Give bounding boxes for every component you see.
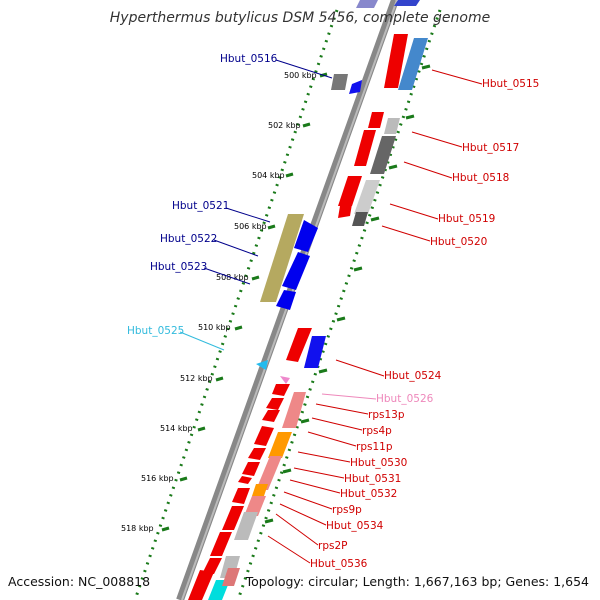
gene-hbut-0531-a[interactable] xyxy=(248,448,266,460)
topology-text: Topology: circular; Length: 1,667,163 bp… xyxy=(245,574,589,589)
gene-label[interactable]: Hbut_0525 xyxy=(127,325,184,337)
gene-hbut-0530-a[interactable] xyxy=(254,426,274,446)
gene-rps9p[interactable] xyxy=(232,488,250,504)
tick-label: 514 kbp xyxy=(160,424,193,433)
gene-rps11p-b[interactable] xyxy=(262,410,280,422)
gene-label[interactable]: Hbut_0515 xyxy=(482,78,539,90)
tick-label: 512 kbp xyxy=(180,374,213,383)
gene-hbut-0525[interactable] xyxy=(256,360,268,370)
gene-hbut-0532-a[interactable] xyxy=(242,462,260,476)
gene-label[interactable]: Hbut_0518 xyxy=(452,172,509,184)
gene-hbut-0521[interactable] xyxy=(294,220,318,252)
gene-label[interactable]: Hbut_0519 xyxy=(438,213,495,225)
tick-label: 506 kbp xyxy=(234,222,267,231)
tick-label: 504 kbp xyxy=(252,171,285,180)
gene-top-partial-reverse xyxy=(356,0,378,8)
gene-rps4p[interactable] xyxy=(282,392,306,428)
gene-label[interactable]: Hbut_0526 xyxy=(376,393,434,405)
gene-hbut-0517-a[interactable] xyxy=(368,112,384,128)
gene-rps2p[interactable] xyxy=(210,532,232,556)
gene-hbut-0531-b[interactable] xyxy=(256,456,282,490)
gene-hbut-0524-b[interactable] xyxy=(304,336,326,368)
gene-hbut-0519-a[interactable] xyxy=(338,176,362,206)
gene-label[interactable]: Hbut_0517 xyxy=(462,142,519,154)
gene-bottom-partial-pink xyxy=(222,568,240,586)
gene-hbut-0516-a[interactable] xyxy=(331,74,348,90)
tick-label: 500 kbp xyxy=(284,71,317,80)
gene-hbut-0515-b[interactable] xyxy=(398,38,428,90)
gene-hbut-0526[interactable] xyxy=(280,376,290,384)
gene-label[interactable]: Hbut_0536 xyxy=(310,558,368,570)
gene-label[interactable]: rps4p xyxy=(362,425,392,437)
gene-rps2p-b[interactable] xyxy=(234,512,258,540)
gene-hbut-0518-b[interactable] xyxy=(370,136,396,174)
gene-hbut-0517-b[interactable] xyxy=(384,118,400,134)
gene-label[interactable]: Hbut_0522 xyxy=(160,233,217,245)
tick-label: 516 kbp xyxy=(141,474,174,483)
gene-hbut-0536-a[interactable] xyxy=(202,558,222,574)
gene-label[interactable]: Hbut_0523 xyxy=(150,261,207,273)
tick-label: 502 kbp xyxy=(268,121,301,130)
accession-text: Accession: NC_008818 xyxy=(8,574,150,589)
gene-hbut-0522[interactable] xyxy=(282,252,310,290)
gene-hbut-0521-olive[interactable] xyxy=(260,214,304,302)
gene-label[interactable]: Hbut_0530 xyxy=(350,457,407,469)
gene-hbut-0534-b[interactable] xyxy=(244,496,266,516)
gene-hbut-0523[interactable] xyxy=(276,290,296,310)
gene-hbut-0519-b[interactable] xyxy=(354,180,380,214)
gene-hbut-0532-b[interactable] xyxy=(238,476,252,484)
gene-label[interactable]: Hbut_0532 xyxy=(340,488,397,500)
gene-hbut-0518-a[interactable] xyxy=(354,130,376,166)
gene-label[interactable]: Hbut_0534 xyxy=(326,520,384,532)
gene-label[interactable]: Hbut_0521 xyxy=(172,200,229,212)
gene-label[interactable]: rps13p xyxy=(368,409,405,421)
gene-label[interactable]: rps11p xyxy=(356,441,393,453)
gene-label[interactable]: Hbut_0520 xyxy=(430,236,487,248)
gene-rps13p[interactable] xyxy=(272,384,290,396)
map-title: Hyperthermus butylicus DSM 5456, complet… xyxy=(110,10,490,26)
tick-label: 510 kbp xyxy=(198,323,231,332)
gene-label[interactable]: rps9p xyxy=(332,504,362,516)
gene-label[interactable]: rps2P xyxy=(318,540,347,552)
gene-label[interactable]: Hbut_0531 xyxy=(344,473,401,485)
gene-bottom-partial-red xyxy=(188,570,214,600)
gene-hbut-0524-a[interactable] xyxy=(286,328,312,362)
gene-rps9p-orange[interactable] xyxy=(252,484,268,496)
gene-hbut-0515-a[interactable] xyxy=(384,34,408,88)
gene-hbut-0530-b[interactable] xyxy=(268,432,292,458)
gene-top-partial-forward xyxy=(394,0,420,6)
gene-rps11p-a[interactable] xyxy=(266,398,284,410)
tick-label: 518 kbp xyxy=(121,524,154,533)
gene-hbut-0516-b[interactable] xyxy=(349,80,362,94)
gene-label[interactable]: Hbut_0516 xyxy=(220,53,278,65)
gene-hbut-0520-a[interactable] xyxy=(338,204,352,218)
gene-label[interactable]: Hbut_0524 xyxy=(384,370,442,382)
gene-hbut-0520-b[interactable] xyxy=(352,212,368,226)
gene-hbut-0534[interactable] xyxy=(222,506,244,530)
